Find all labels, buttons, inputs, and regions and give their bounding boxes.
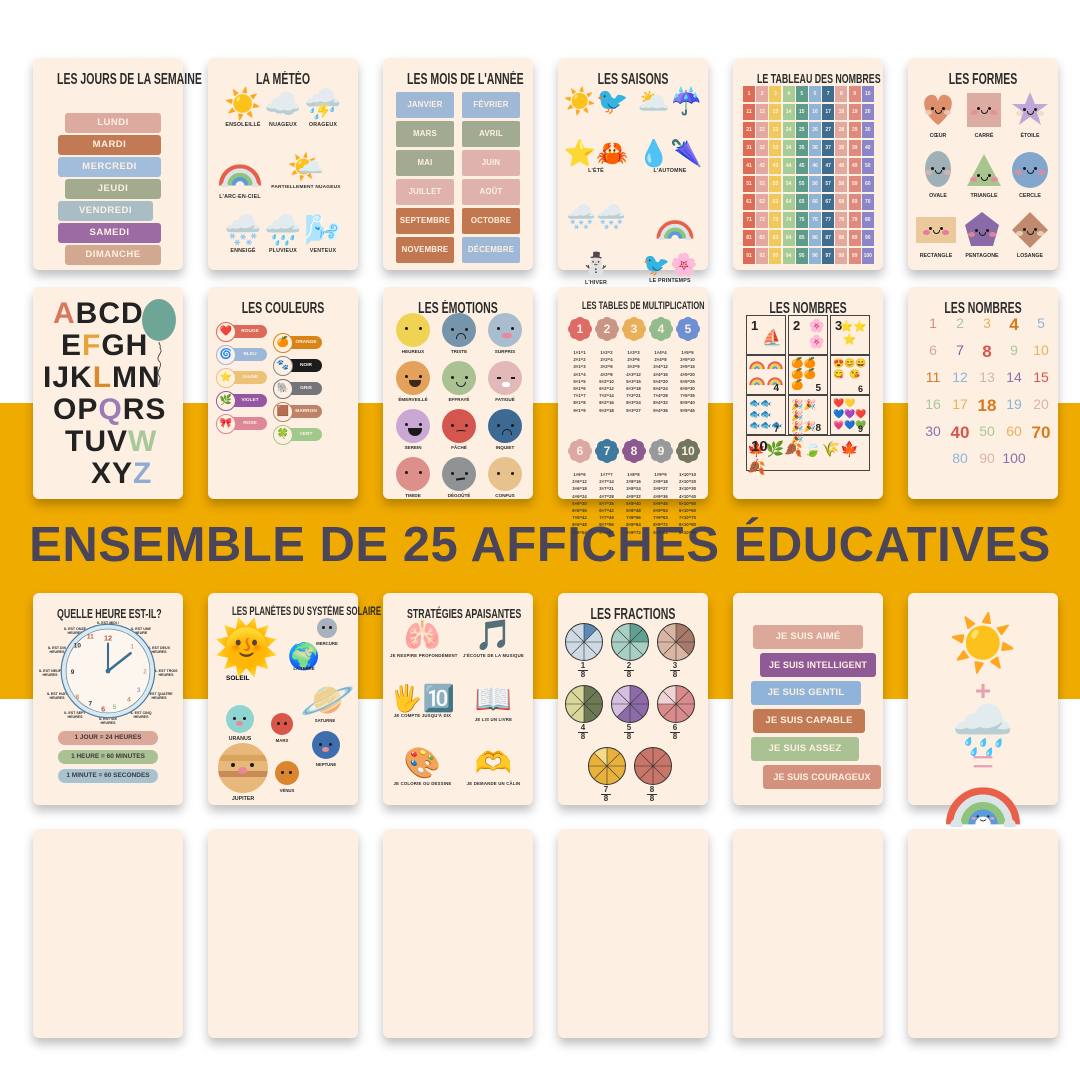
svg-text:6: 6 [101, 704, 105, 713]
svg-text:9: 9 [71, 669, 75, 676]
svg-text:5: 5 [113, 704, 117, 711]
svg-text:11: 11 [87, 634, 94, 641]
svg-text:4: 4 [127, 697, 131, 704]
svg-text:1: 1 [130, 643, 134, 650]
svg-text:2: 2 [143, 668, 147, 675]
svg-text:12: 12 [104, 633, 112, 642]
svg-text:7: 7 [88, 701, 92, 708]
svg-text:10: 10 [74, 643, 82, 650]
svg-text:3: 3 [137, 687, 141, 694]
svg-text:8: 8 [76, 694, 80, 701]
